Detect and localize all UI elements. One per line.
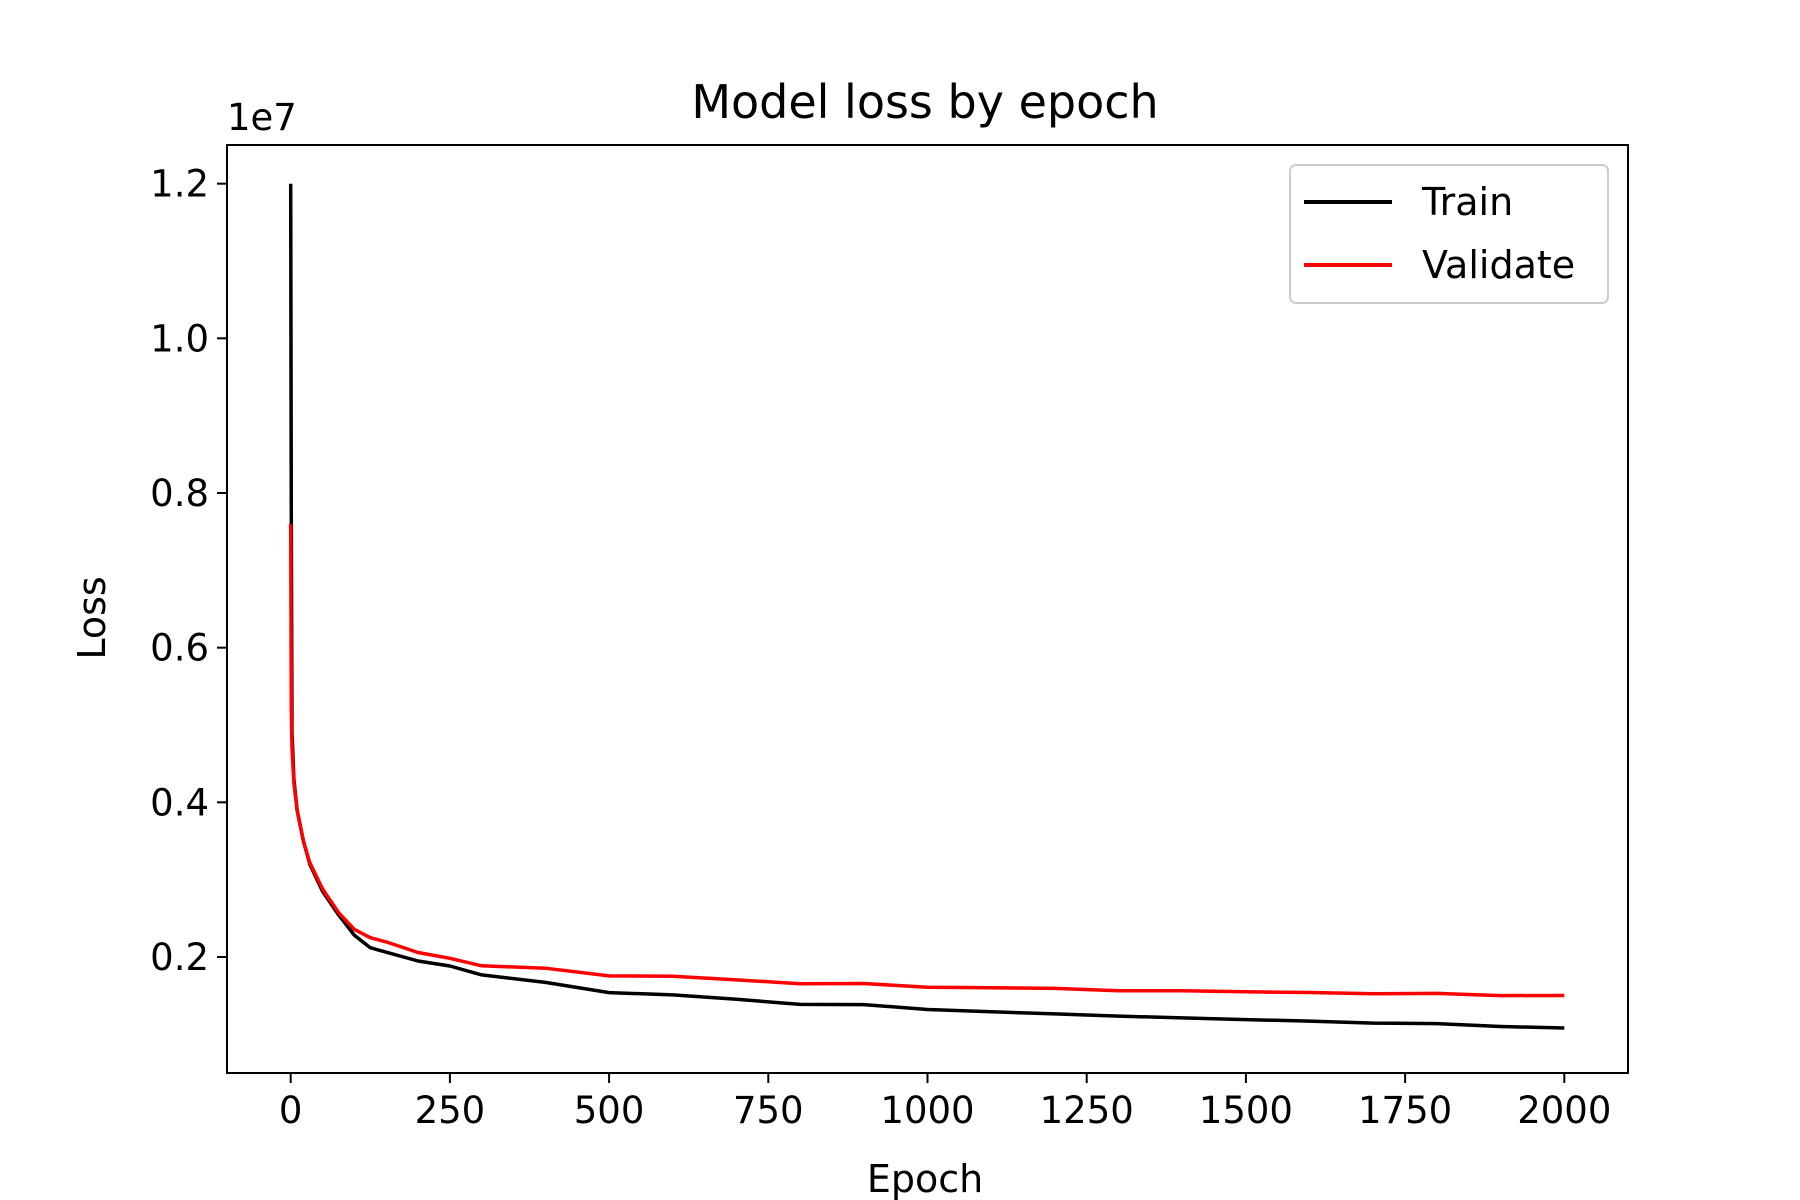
y-axis: 0.2 0.4 0.6 0.8 1.0 1.2 xyxy=(150,163,227,979)
y-tick-label: 0.4 xyxy=(150,781,209,824)
y-axis-offset-label: 1e7 xyxy=(227,96,297,139)
legend-box xyxy=(1289,164,1609,304)
x-tick-label: 750 xyxy=(733,1089,804,1132)
y-tick-label: 0.2 xyxy=(150,936,209,979)
x-tick-label: 1750 xyxy=(1358,1089,1452,1132)
legend-label-validate: Validate xyxy=(1422,243,1575,287)
series-line-validate xyxy=(288,523,1565,998)
x-tick-label: 1000 xyxy=(880,1089,974,1132)
y-tick-label: 1.0 xyxy=(150,317,209,360)
series-lines xyxy=(288,183,1565,1030)
x-tick-label: 500 xyxy=(574,1089,645,1132)
y-tick-label: 0.8 xyxy=(150,472,209,515)
chart-title: Model loss by epoch xyxy=(691,75,1158,129)
legend: Train Validate xyxy=(1289,164,1609,304)
x-axis-label: Epoch xyxy=(867,1157,983,1200)
x-axis: 0 250 500 750 1000 1250 1500 1750 2000 xyxy=(279,1073,1611,1132)
y-axis-label: Loss xyxy=(70,576,114,659)
y-tick-label: 1.2 xyxy=(150,163,209,206)
x-tick-label: 0 xyxy=(279,1089,303,1132)
x-tick-label: 250 xyxy=(415,1089,486,1132)
y-tick-label: 0.6 xyxy=(150,627,209,670)
x-tick-label: 1500 xyxy=(1199,1089,1293,1132)
legend-label-train: Train xyxy=(1421,180,1513,224)
x-tick-label: 2000 xyxy=(1517,1089,1611,1132)
x-tick-label: 1250 xyxy=(1040,1089,1134,1132)
